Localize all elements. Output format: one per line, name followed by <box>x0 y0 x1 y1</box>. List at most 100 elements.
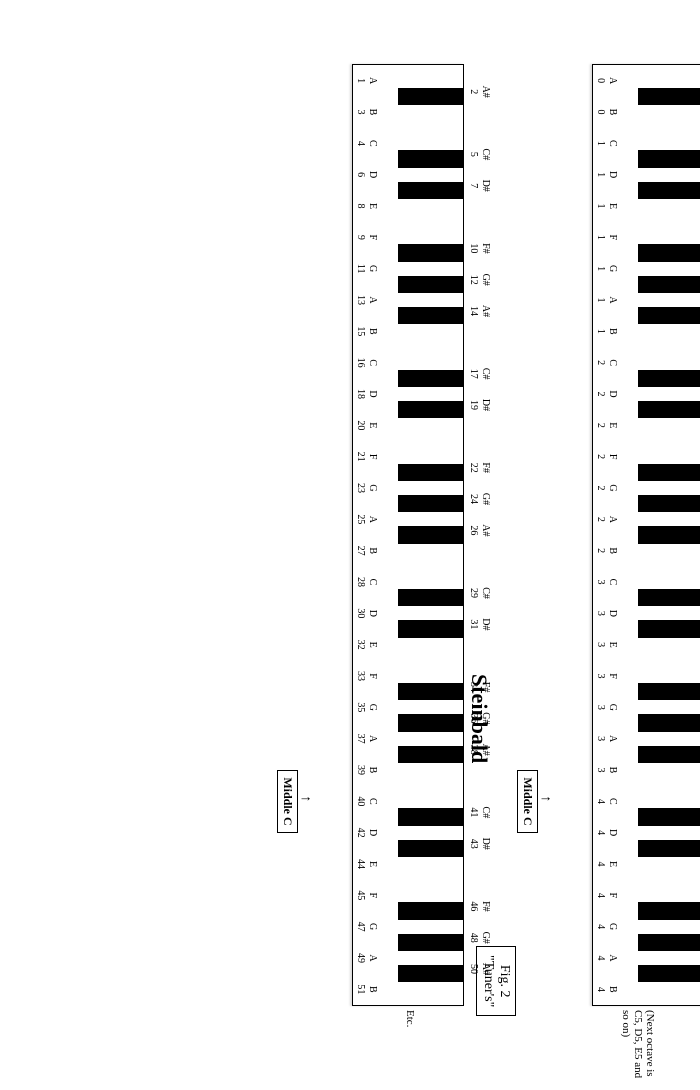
black-key: G#2 <box>638 495 700 512</box>
white-key-note: G <box>367 253 378 284</box>
white-key-note: F <box>607 441 618 472</box>
black-key-note: A# <box>480 730 491 770</box>
white-key-note: C <box>367 786 378 817</box>
black-key: F#1 <box>638 244 700 261</box>
white-key-number: 4 <box>595 942 606 973</box>
white-key-number: 13 <box>355 284 366 315</box>
black-key: D#19 <box>398 401 463 418</box>
white-key-number: 4 <box>595 974 606 1005</box>
white-key-note: F <box>607 880 618 911</box>
white-key-note: B <box>367 974 378 1005</box>
white-key-note: F <box>367 880 378 911</box>
white-key-number: 9 <box>355 222 366 253</box>
white-key-number: 16 <box>355 347 366 378</box>
black-key-number: 26 <box>468 510 479 550</box>
white-key-note: A <box>607 504 618 535</box>
white-key-note: A <box>367 284 378 315</box>
black-key-note: A# <box>480 291 491 331</box>
black-key-note: D# <box>480 166 491 206</box>
middle-c-label: Middle C <box>517 770 538 832</box>
black-key: G#12 <box>398 276 463 293</box>
white-key-note: D <box>607 817 618 848</box>
white-key-number: 45 <box>355 880 366 911</box>
white-key-number: 28 <box>355 566 366 597</box>
black-key: A#4 <box>638 965 700 982</box>
white-key-note: G <box>367 472 378 503</box>
white-key-number: 1 <box>595 253 606 284</box>
black-key: D#1 <box>638 182 700 199</box>
black-key: A#2 <box>638 526 700 543</box>
white-key-number: 20 <box>355 410 366 441</box>
black-key-number: 38 <box>468 730 479 770</box>
white-key-note: E <box>367 848 378 879</box>
black-key: D#43 <box>398 840 463 857</box>
white-key-number: 2 <box>595 347 606 378</box>
black-key: D#3 <box>638 620 700 637</box>
white-key-note: C <box>367 566 378 597</box>
middle-c-arrow: ↑ <box>298 795 312 802</box>
white-key-number: 15 <box>355 316 366 347</box>
keyboard: A1B3C4D6E8F9G11A13B15C16D18E20F21G23A25B… <box>352 64 464 1006</box>
black-key: C#41 <box>398 808 463 825</box>
black-key-number: 7 <box>468 166 479 206</box>
white-key-note: D <box>607 378 618 409</box>
white-key-number: 1 <box>595 159 606 190</box>
black-key: F#34 <box>398 683 463 700</box>
black-key-number: 43 <box>468 824 479 864</box>
white-key-number: 49 <box>355 942 366 973</box>
white-key-number: 27 <box>355 535 366 566</box>
white-key-number: 44 <box>355 848 366 879</box>
white-key-number: 1 <box>355 65 366 96</box>
white-key-number: 2 <box>595 378 606 409</box>
white-key-note: D <box>367 598 378 629</box>
white-key-number: 18 <box>355 378 366 409</box>
white-key-note: E <box>607 629 618 660</box>
black-key-note: D# <box>480 824 491 864</box>
white-key-note: A <box>367 65 378 96</box>
black-key: C#2 <box>638 370 700 387</box>
white-key-number: 3 <box>595 723 606 754</box>
black-key: C#5 <box>398 150 463 167</box>
white-key-note: G <box>607 911 618 942</box>
white-key-note: B <box>367 96 378 127</box>
black-key: G#1 <box>638 276 700 293</box>
black-key: A#0 <box>638 88 700 105</box>
white-key-number: 4 <box>355 128 366 159</box>
figure-2: SteinbaldFig. 2"Tuner's"A1B3C4D6E8F9G11A… <box>264 64 464 1044</box>
white-key-note: D <box>367 159 378 190</box>
white-key-number: 47 <box>355 911 366 942</box>
white-key-note: F <box>367 660 378 691</box>
white-key-number: 3 <box>595 692 606 723</box>
white-key-note: A <box>367 504 378 535</box>
white-key-note: G <box>607 472 618 503</box>
white-key-note: E <box>607 190 618 221</box>
white-key-number: 2 <box>595 504 606 535</box>
black-key: F#3 <box>638 683 700 700</box>
white-key-note: C <box>367 128 378 159</box>
white-key-note: F <box>367 441 378 472</box>
white-key-note: B <box>607 316 618 347</box>
black-key: A#14 <box>398 307 463 324</box>
white-key-number: 3 <box>595 598 606 629</box>
white-key-note: G <box>367 692 378 723</box>
white-key-note: E <box>607 410 618 441</box>
black-key-note: D# <box>480 385 491 425</box>
black-key: F#22 <box>398 464 463 481</box>
black-key: C#1 <box>638 150 700 167</box>
white-key-note: C <box>367 347 378 378</box>
middle-c-label: Middle C <box>277 770 298 832</box>
white-key-note: D <box>367 378 378 409</box>
keyboard: A0B0C1D1E1F1G1A1B1C2D2E2F2G2A2B2C3D3E3F3… <box>592 64 700 1006</box>
white-key-number: 42 <box>355 817 366 848</box>
page-root: SteinbaldFig. 1A0B0C1D1E1F1G1A1B1C2D2E2F… <box>264 64 700 1044</box>
white-key-number: 3 <box>595 660 606 691</box>
white-key-note: E <box>367 629 378 660</box>
black-key: D#31 <box>398 620 463 637</box>
white-key-note: E <box>607 848 618 879</box>
black-key-note: A# <box>480 510 491 550</box>
white-key-note: G <box>607 692 618 723</box>
white-key-number: 6 <box>355 159 366 190</box>
black-key: G#4 <box>638 934 700 951</box>
black-key: G#3 <box>638 714 700 731</box>
white-key-number: 4 <box>595 817 606 848</box>
